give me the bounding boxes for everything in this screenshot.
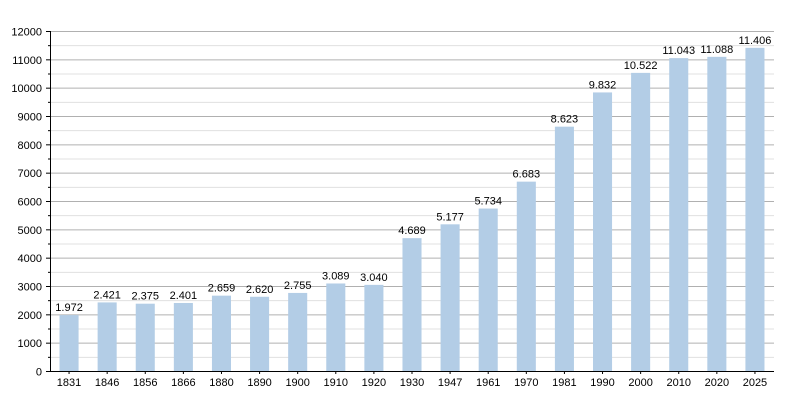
bar-1947	[440, 224, 460, 371]
x-tick-label-1900: 1900	[285, 377, 309, 389]
bar-1970	[516, 181, 536, 371]
x-tick-label-1910: 1910	[324, 377, 348, 389]
data-label-1900: 2.755	[284, 280, 312, 292]
data-label-1981: 8.623	[551, 114, 579, 126]
x-tick-label-2010: 2010	[666, 377, 690, 389]
x-tick-label-1990: 1990	[590, 377, 614, 389]
bar-2010	[669, 58, 689, 372]
x-tick-label-1866: 1866	[171, 377, 195, 389]
y-tick-label: 4000	[18, 253, 42, 265]
y-tick-label: 12000	[11, 27, 42, 39]
x-tick-label-1947: 1947	[438, 377, 462, 389]
x-tick-label-1930: 1930	[400, 377, 424, 389]
data-labels: 1.972 2.421 2.375 2.401 2.659 2.620 2.755 3.089…	[55, 35, 771, 314]
bar-1866	[173, 302, 193, 371]
bar-1961	[478, 208, 498, 371]
axes	[46, 31, 774, 374]
x-tick-label-2000: 2000	[628, 377, 652, 389]
x-tick-label-1846: 1846	[95, 377, 119, 389]
bar-2020	[707, 56, 727, 372]
bar-1990	[593, 92, 613, 371]
x-tick-label-2020: 2020	[705, 377, 729, 389]
x-tick-label-1856: 1856	[133, 377, 157, 389]
data-label-2025: 11.406	[739, 35, 772, 47]
bar-1981	[554, 126, 574, 371]
bar-1856	[135, 303, 155, 371]
x-tick-label-2025: 2025	[743, 377, 767, 389]
x-tick-label-1981: 1981	[552, 377, 576, 389]
x-tick-label-1970: 1970	[514, 377, 538, 389]
y-tick-label: 10000	[11, 83, 42, 95]
y-tick-label: 6000	[18, 197, 42, 209]
y-tick-label: 2000	[18, 310, 42, 322]
data-label-2010: 11.043	[662, 45, 695, 57]
bar-2000	[631, 72, 651, 372]
data-label-2000: 10.522	[624, 60, 658, 72]
data-label-1890: 2.620	[246, 284, 274, 296]
data-label-1920: 3.040	[360, 272, 388, 284]
y-tick-label: 3000	[18, 282, 42, 294]
x-tick-label-1880: 1880	[209, 377, 233, 389]
data-label-1880: 2.659	[208, 283, 236, 295]
bar-1831	[59, 315, 79, 371]
y-tick-label: 0	[36, 367, 42, 379]
y-tick-label: 1000	[18, 338, 42, 350]
y-tick-label: 7000	[18, 168, 42, 180]
y-tick-label: 5000	[18, 225, 42, 237]
y-tick-label: 9000	[18, 112, 42, 124]
x-tick-labels: 1831 1846 1856 1866 1880 1890 1900 1910 1920 1930…	[57, 377, 767, 389]
x-tick-label-1961: 1961	[476, 377, 500, 389]
data-label-1910: 3.089	[322, 270, 350, 282]
data-label-1930: 4.689	[398, 225, 426, 237]
bar-2025	[745, 47, 765, 372]
data-label-1961: 5.734	[474, 196, 502, 208]
bar-1900	[288, 292, 308, 371]
bar-1930	[402, 238, 422, 371]
x-tick-label-1890: 1890	[247, 377, 271, 389]
data-label-1970: 6.683	[513, 169, 541, 181]
bar-1880	[211, 295, 231, 371]
data-label-2020: 11.088	[700, 44, 733, 56]
bar-1920	[364, 284, 384, 371]
y-tick-label: 11000	[12, 55, 42, 67]
y-tick-label: 8000	[18, 140, 42, 152]
data-label-1947: 5.177	[436, 211, 464, 223]
bar-1890	[250, 296, 270, 371]
data-label-1990: 9.832	[589, 79, 617, 91]
data-label-1831: 1.972	[55, 302, 83, 314]
x-tick-label-1831: 1831	[57, 377, 81, 389]
x-tick-label-1920: 1920	[362, 377, 386, 389]
bar-1910	[326, 283, 346, 371]
bar-1846	[97, 302, 117, 371]
data-label-1856: 2.375	[131, 291, 159, 303]
y-tick-labels: 0 1000 2000 3000 4000 5000 6000 7000 8000 9000 100…	[11, 27, 42, 379]
bars	[59, 47, 765, 372]
data-label-1866: 2.401	[170, 290, 198, 302]
data-label-1846: 2.421	[93, 289, 121, 301]
